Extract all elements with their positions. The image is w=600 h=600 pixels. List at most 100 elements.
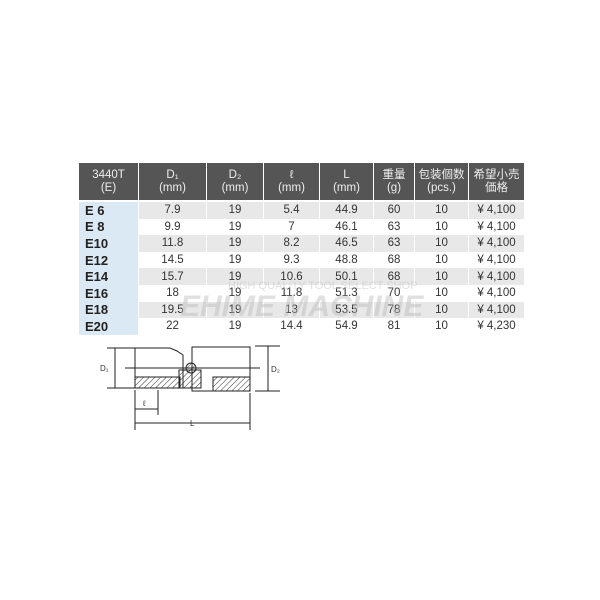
table-cell: 53.5: [320, 301, 373, 319]
table-cell: ¥ 4,100: [469, 301, 524, 319]
table-cell: 63: [374, 235, 414, 252]
table-cell: 44.9: [320, 202, 373, 219]
table-cell: 19: [228, 320, 242, 333]
column-header: 希望小売 価格: [469, 163, 524, 202]
table-cell: 68: [387, 254, 401, 267]
header-text: L: [343, 168, 350, 181]
header-text: D₂: [228, 168, 242, 181]
d1-label: D₁: [100, 364, 109, 373]
column-header: 3440T (E): [79, 163, 138, 202]
header-text: (pcs.): [427, 181, 456, 194]
table-cell: 70: [387, 287, 401, 300]
table-cell: 19: [228, 220, 242, 233]
table-cell: 51.3: [335, 287, 358, 300]
spec-table: 3440T (E) D₁ (mm) D₂ (mm) ℓ (mm) L (mm) 重量 (g) 包装個数(…: [78, 163, 525, 335]
model-code-cell: E 8: [79, 218, 138, 236]
header-text: 3440T: [92, 168, 125, 181]
table-cell: ¥ 4,230: [477, 320, 516, 333]
table-row: E20 22 19 14.4 54.9 81 10 ¥ 4,230: [79, 318, 524, 335]
table-cell: 13: [264, 301, 319, 319]
header-text: 包装個数: [418, 168, 465, 181]
header-text: (mm): [333, 181, 360, 194]
table-row: E18 19.5 19 13 53.5 78 10 ¥ 4,100: [79, 301, 524, 319]
model-code-cell: E 6: [79, 202, 138, 219]
table-cell: 81: [387, 320, 401, 333]
table-cell: 19.5: [139, 301, 206, 319]
table-cell: 46.5: [320, 235, 373, 252]
model-code-cell: E20: [79, 318, 138, 335]
table-cell: 11.8: [280, 287, 303, 300]
table-cell: 10: [415, 235, 468, 252]
table-cell: 19: [228, 254, 242, 267]
table-cell: 7.9: [139, 202, 206, 219]
column-header: D₂ (mm): [207, 163, 263, 202]
header-row: 3440T (E) D₁ (mm) D₂ (mm) ℓ (mm) L (mm) 重量 (g) 包装個数(…: [79, 163, 524, 202]
column-header: 包装個数 (pcs.): [415, 163, 468, 202]
table-cell: 11.8: [139, 235, 206, 252]
table-cell: 15.7: [139, 268, 206, 285]
table-cell: 10: [415, 268, 468, 285]
table-cell: 10: [435, 320, 448, 333]
table-cell: 10.6: [264, 268, 319, 285]
header-text: (g): [386, 181, 402, 194]
table-cell: 10: [435, 220, 448, 233]
table-cell: 60: [374, 202, 414, 219]
table-row: E10 11.8 19 8.2 46.5 63 10 ¥ 4,100: [79, 235, 524, 252]
table-cell: 46.1: [335, 220, 358, 233]
table-row: E12 14.5 19 9.3 48.8 68 10 ¥ 4,100: [79, 251, 524, 269]
table-cell: ¥ 4,100: [469, 235, 524, 252]
header-text: ℓ: [289, 168, 294, 181]
table-cell: 78: [374, 301, 414, 319]
model-code-cell: E18: [79, 301, 138, 319]
table-cell: 54.9: [335, 320, 358, 333]
table-cell: 5.4: [264, 202, 319, 219]
table-cell: 14.4: [280, 320, 303, 333]
column-header: L (mm): [320, 163, 373, 202]
table-cell: ¥ 4,100: [477, 287, 516, 300]
table-cell: 19: [207, 301, 263, 319]
model-code-cell: E12: [79, 251, 138, 269]
table-cell: 10: [435, 254, 448, 267]
header-text: 価格: [485, 181, 508, 194]
header-text: 希望小売: [473, 168, 520, 181]
table-cell: 9.9: [164, 220, 181, 233]
table-cell: 19: [207, 235, 263, 252]
model-code-cell: E14: [79, 268, 138, 285]
universal-socket-diagram: D₁ D₂ ℓ L: [100, 345, 280, 430]
table-cell: 68: [374, 268, 414, 285]
d2-label: D₂: [271, 365, 280, 374]
column-header: D₁ (mm): [139, 163, 206, 202]
header-text: (mm): [221, 181, 249, 194]
table-cell: 50.1: [320, 268, 373, 285]
model-code-cell: E10: [79, 235, 138, 252]
header-text: (mm): [159, 181, 186, 194]
table-cell: ¥ 4,100: [477, 220, 516, 233]
table-cell: 10: [415, 202, 468, 219]
table-cell: 10: [435, 287, 448, 300]
header-text: (mm): [278, 181, 305, 194]
model-code-cell: E16: [79, 284, 138, 302]
table-cell: 9.3: [283, 254, 300, 267]
table-cell: 7: [288, 220, 295, 233]
table-row: E 8 9.9 19 7 46.1 63 10 ¥ 4,100: [79, 218, 524, 236]
column-header: ℓ (mm): [264, 163, 319, 202]
table-cell: ¥ 4,100: [477, 254, 516, 267]
table-cell: ¥ 4,100: [469, 268, 524, 285]
table-cell: 63: [387, 220, 401, 233]
table-row: E14 15.7 19 10.6 50.1 68 10 ¥ 4,100: [79, 268, 524, 285]
header-text: D₁: [166, 168, 179, 181]
header-text: 重量: [382, 168, 406, 181]
l-small-label: ℓ: [142, 399, 146, 408]
table-cell: 19: [207, 268, 263, 285]
table-cell: 22: [166, 320, 179, 333]
table-cell: 18: [166, 287, 179, 300]
table-row: E16 18 19 11.8 51.3 70 10 ¥ 4,100: [79, 284, 524, 302]
table-cell: 48.8: [335, 254, 358, 267]
column-header: 重量 (g): [374, 163, 414, 202]
l-total-label: L: [190, 419, 195, 428]
header-text: (E): [100, 181, 117, 194]
table-cell: 14.5: [161, 254, 184, 267]
table-cell: 8.2: [264, 235, 319, 252]
table-cell: ¥ 4,100: [469, 202, 524, 219]
table-row: E 6 7.9 19 5.4 44.9 60 10 ¥ 4,100: [79, 202, 524, 219]
